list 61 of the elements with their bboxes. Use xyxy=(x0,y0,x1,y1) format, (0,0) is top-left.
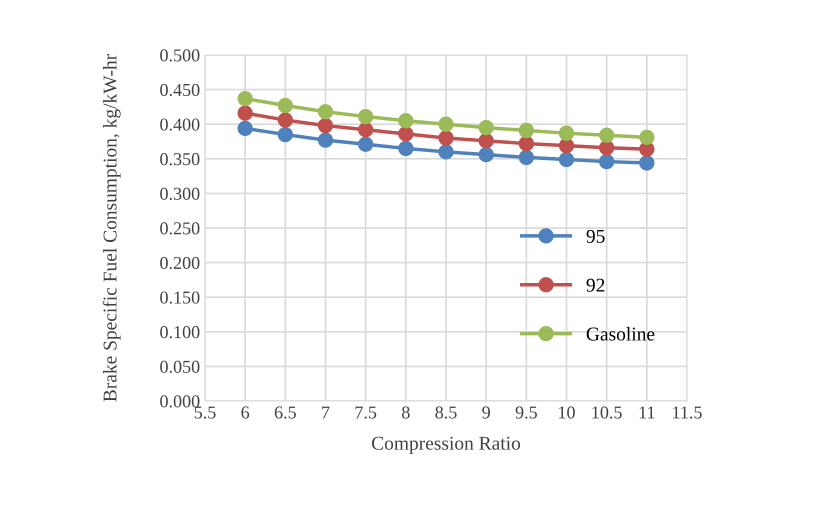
point xyxy=(318,132,334,148)
point xyxy=(438,116,454,132)
y-tick-label: 0.100 xyxy=(160,326,200,338)
x-tick-label: 10 xyxy=(559,406,575,419)
legend-label: 95 xyxy=(586,230,605,243)
y-tick-label: 0.000 xyxy=(160,395,200,408)
x-tick-label: 6 xyxy=(241,406,250,419)
point xyxy=(639,155,654,171)
point xyxy=(478,120,494,136)
point xyxy=(358,122,374,138)
y-axis-title: Brake Specific Fuel Consumption, kg/kW-hr xyxy=(102,54,121,402)
point xyxy=(478,147,494,162)
point xyxy=(278,98,293,114)
point xyxy=(518,150,534,166)
point xyxy=(518,122,534,138)
point xyxy=(398,140,414,156)
point xyxy=(318,104,334,120)
y-tick-label: 0.050 xyxy=(160,360,200,373)
y-tick-label: 0.400 xyxy=(160,118,200,131)
legend-label: 92 xyxy=(586,278,604,292)
x-tick-label: 7 xyxy=(322,406,330,418)
point xyxy=(478,133,494,148)
point xyxy=(398,126,414,142)
x-tick-label: 7.5 xyxy=(356,406,376,419)
y-tick-label: 0.450 xyxy=(160,84,200,96)
x-tick-label: 11 xyxy=(640,406,654,418)
x-tick-label: 6.5 xyxy=(274,406,296,419)
point xyxy=(438,130,454,146)
point xyxy=(599,140,614,156)
legend-label: Gasoline xyxy=(586,326,654,341)
x-tick-label: 8.5 xyxy=(435,406,457,419)
x-tick-label: 5.5 xyxy=(194,406,216,419)
point xyxy=(558,138,574,154)
point xyxy=(558,152,574,168)
y-tick-label: 0.150 xyxy=(160,291,200,304)
x-tick-label: 9 xyxy=(482,406,490,419)
y-tick-label: 0.500 xyxy=(160,49,200,62)
y-tick-label: 0.200 xyxy=(160,256,200,270)
x-axis-title: Compression Ratio xyxy=(372,436,520,454)
x-tick-label: 9.5 xyxy=(516,406,537,419)
point xyxy=(238,105,253,121)
point xyxy=(278,126,293,142)
x-tick-label: 10.5 xyxy=(592,406,622,419)
x-tick-label: 11.5 xyxy=(673,406,702,419)
point xyxy=(238,120,253,136)
point xyxy=(358,136,374,152)
y-tick-label: 0.250 xyxy=(160,222,200,235)
point xyxy=(238,90,253,106)
point xyxy=(398,113,414,128)
point xyxy=(278,112,293,128)
point xyxy=(318,118,334,134)
point xyxy=(358,108,374,124)
point xyxy=(558,126,574,141)
point xyxy=(599,154,614,170)
point xyxy=(438,144,454,160)
point xyxy=(599,128,614,143)
point xyxy=(639,130,654,145)
y-tick-label: 0.350 xyxy=(160,153,200,166)
x-tick-label: 8 xyxy=(402,406,410,419)
point xyxy=(518,136,534,152)
y-tick-label: 0.300 xyxy=(160,188,200,200)
